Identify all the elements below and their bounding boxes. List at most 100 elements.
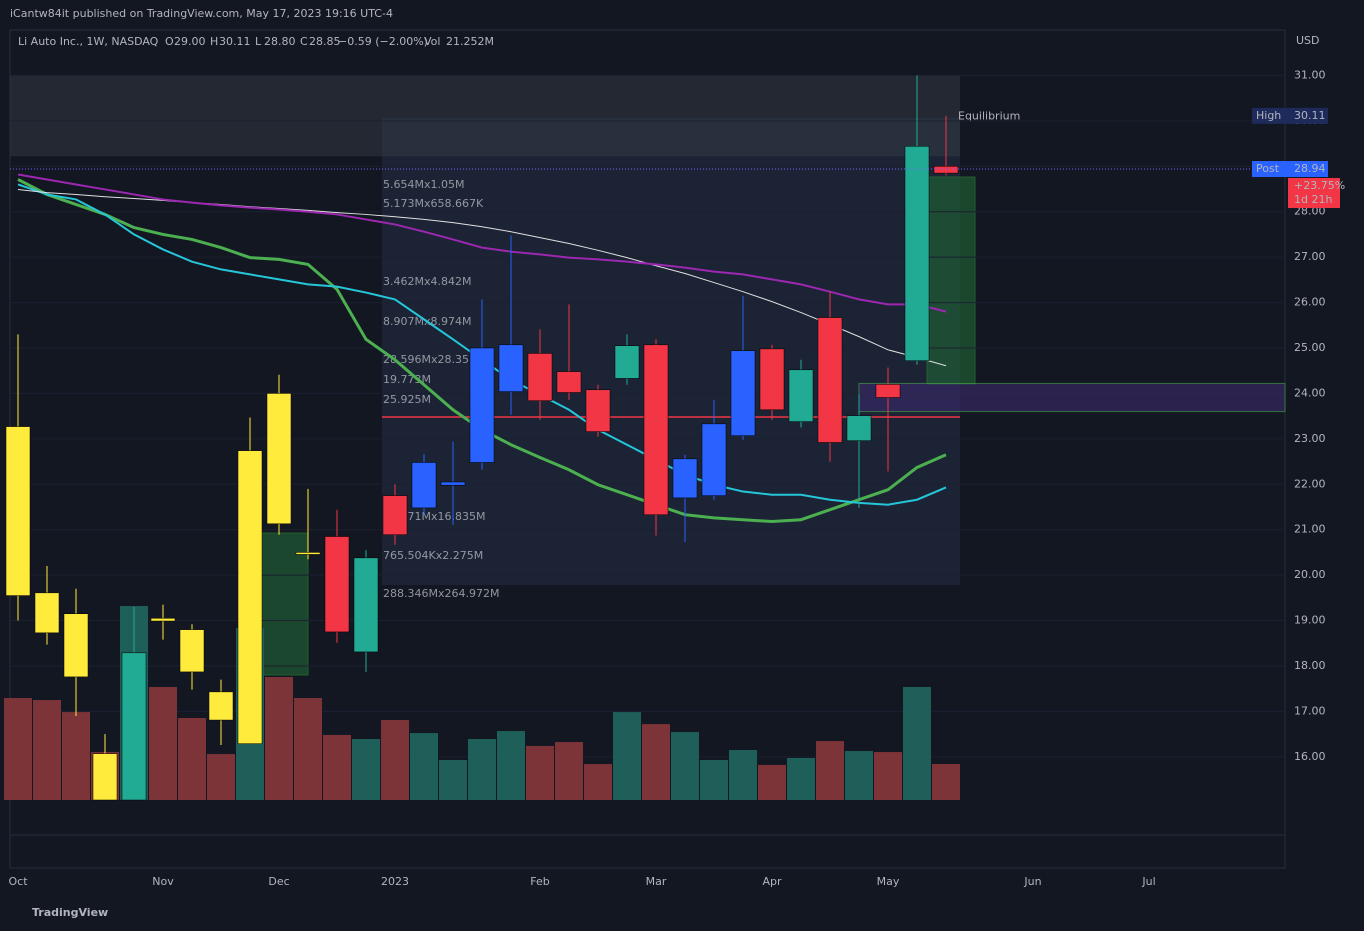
candle-body [179, 629, 205, 673]
volume-bar [932, 764, 960, 800]
volume-bar [729, 750, 757, 800]
volume-bar [439, 760, 467, 800]
volume-label: Vol [424, 35, 440, 48]
price-tag-box [1252, 161, 1328, 178]
volume-bar [700, 760, 728, 800]
y-tick-label: 16.00 [1294, 750, 1326, 763]
candle-body [672, 458, 698, 499]
equilibrium-label: Equilibrium [958, 109, 1020, 122]
volume-bar [33, 700, 61, 800]
candle-body [556, 371, 582, 393]
candle-body [92, 753, 118, 801]
volume-bar [323, 734, 351, 800]
candle-body [34, 592, 60, 634]
candle-body [469, 347, 495, 463]
candle-body [846, 415, 872, 441]
candle-body [121, 652, 147, 801]
profile-label: 5.173Mx658.667K [383, 197, 484, 210]
y-tick-label: 21.00 [1294, 523, 1326, 536]
volume-bar [787, 757, 815, 800]
currency: USD [1296, 34, 1320, 47]
volume-bar [642, 724, 670, 800]
volume-bar [468, 739, 496, 800]
projection-box [926, 176, 976, 385]
y-tick-label: 19.00 [1294, 614, 1326, 627]
countdown: 1d 21h [1294, 193, 1332, 206]
volume-bar [62, 712, 90, 800]
ohlc-value: 28.85 [309, 35, 341, 48]
volume-bar [845, 751, 873, 800]
candle-body [411, 462, 437, 509]
ohlc-label: O [165, 35, 174, 48]
candle-body [527, 353, 553, 401]
profile-label: 11.271Mx16.835M [383, 510, 485, 523]
y-tick-label: 26.00 [1294, 296, 1326, 309]
profile-label: 765.504Kx2.275M [383, 549, 483, 562]
x-tick-label: Apr [762, 875, 782, 888]
support-zone [858, 382, 1286, 413]
ohlc-label: H [210, 35, 218, 48]
volume-bar [497, 731, 525, 800]
candle-body [817, 317, 843, 443]
y-tick-label: 24.00 [1294, 386, 1326, 399]
volume-bar [410, 733, 438, 800]
candle-body [643, 344, 669, 515]
x-tick-label: Jun [1023, 875, 1041, 888]
price-tag-value: 28.94 [1294, 162, 1326, 175]
candle-body [730, 350, 756, 436]
volume-bar [526, 745, 554, 800]
ohlc-label: L [255, 35, 262, 48]
equilibrium-zone [10, 75, 960, 157]
price-tag-label: Post [1256, 162, 1280, 175]
profile-label: 25.925M [383, 393, 431, 406]
change-label: +23.75% [1294, 179, 1345, 192]
change: −0.59 (−2.00%) [338, 35, 428, 48]
candle-body [875, 384, 901, 398]
candle-body [759, 348, 785, 411]
x-tick-label: Dec [268, 875, 289, 888]
price-tag-label: High [1256, 109, 1281, 122]
profile-label: 288.346Mx264.972M [383, 587, 499, 600]
publisher: iCantw84it published on TradingView.com,… [10, 7, 393, 20]
x-tick-label: Oct [8, 875, 28, 888]
candle-body [353, 557, 379, 653]
volume-bar [874, 752, 902, 800]
x-tick-label: Feb [530, 875, 549, 888]
y-tick-label: 25.00 [1294, 341, 1326, 354]
ohlc-value: 29.00 [174, 35, 206, 48]
volume-bar [758, 764, 786, 800]
moving-average [17, 173, 947, 313]
volume-bar [584, 764, 612, 800]
candle-body [63, 613, 89, 678]
ohlc-value: 28.80 [264, 35, 296, 48]
volume-bar [816, 741, 844, 800]
volume-bar [555, 742, 583, 800]
volume-bar [381, 720, 409, 800]
y-tick-label: 17.00 [1294, 704, 1326, 717]
price-tag-value: 30.11 [1294, 109, 1326, 122]
candle-body [498, 344, 524, 392]
volume-bar [613, 712, 641, 800]
volume-bar [265, 677, 293, 800]
y-tick-label: 23.00 [1294, 432, 1326, 445]
ohlc-label: C [300, 35, 308, 48]
candle-body [150, 618, 176, 622]
volume-bar [352, 739, 380, 800]
profile-label: 3.462Mx4.842M [383, 275, 471, 288]
volume-bar [207, 754, 235, 800]
candle-body [295, 552, 321, 555]
y-tick-label: 22.00 [1294, 477, 1326, 490]
brand: TradingView [32, 906, 108, 919]
candle-body [237, 450, 263, 744]
x-tick-label: Nov [152, 875, 174, 888]
volume-bar [178, 718, 206, 800]
price-tag-box [1252, 107, 1328, 124]
candle-body [904, 146, 930, 361]
y-tick-label: 31.00 [1294, 68, 1326, 81]
candle-body [933, 166, 959, 174]
candle-body [266, 393, 292, 525]
candle-body [585, 389, 611, 432]
x-tick-label: May [877, 875, 900, 888]
candle-body [788, 369, 814, 422]
